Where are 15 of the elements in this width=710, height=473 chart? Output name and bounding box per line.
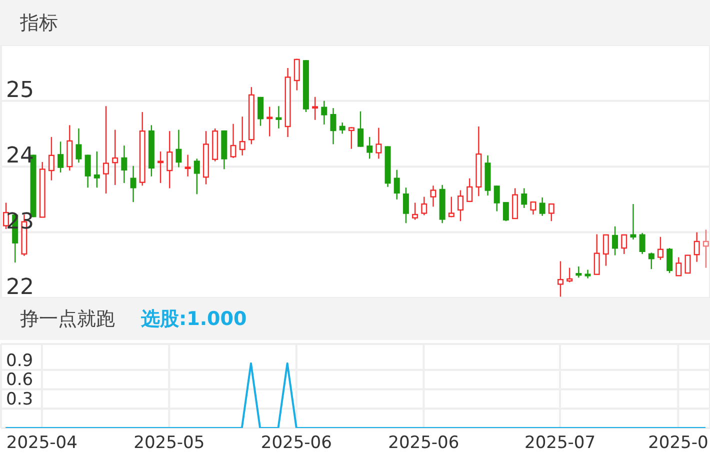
y-tick-label: 24: [6, 144, 34, 169]
x-tick-label: 2025-06: [260, 433, 332, 454]
y-tick-label: 0.9: [6, 350, 34, 371]
x-tick-label: 2025-06: [388, 433, 460, 454]
x-tick-label: 2025-07: [524, 433, 596, 454]
y-tick-label: 0.3: [6, 390, 34, 410]
x-tick-label: 2025-05: [134, 433, 205, 454]
y-tick-label: 0.6: [6, 370, 34, 390]
y-tick-label: 22: [6, 275, 34, 300]
chart-title: 指标: [20, 10, 58, 36]
y-tick-label: 25: [6, 78, 34, 103]
x-tick-label: 2025-04: [6, 433, 78, 454]
chart-title: 挣一点就跑: [20, 307, 115, 332]
x-tick-label: 2025-0: [648, 433, 708, 454]
text: 选股:1.000: [141, 307, 247, 332]
